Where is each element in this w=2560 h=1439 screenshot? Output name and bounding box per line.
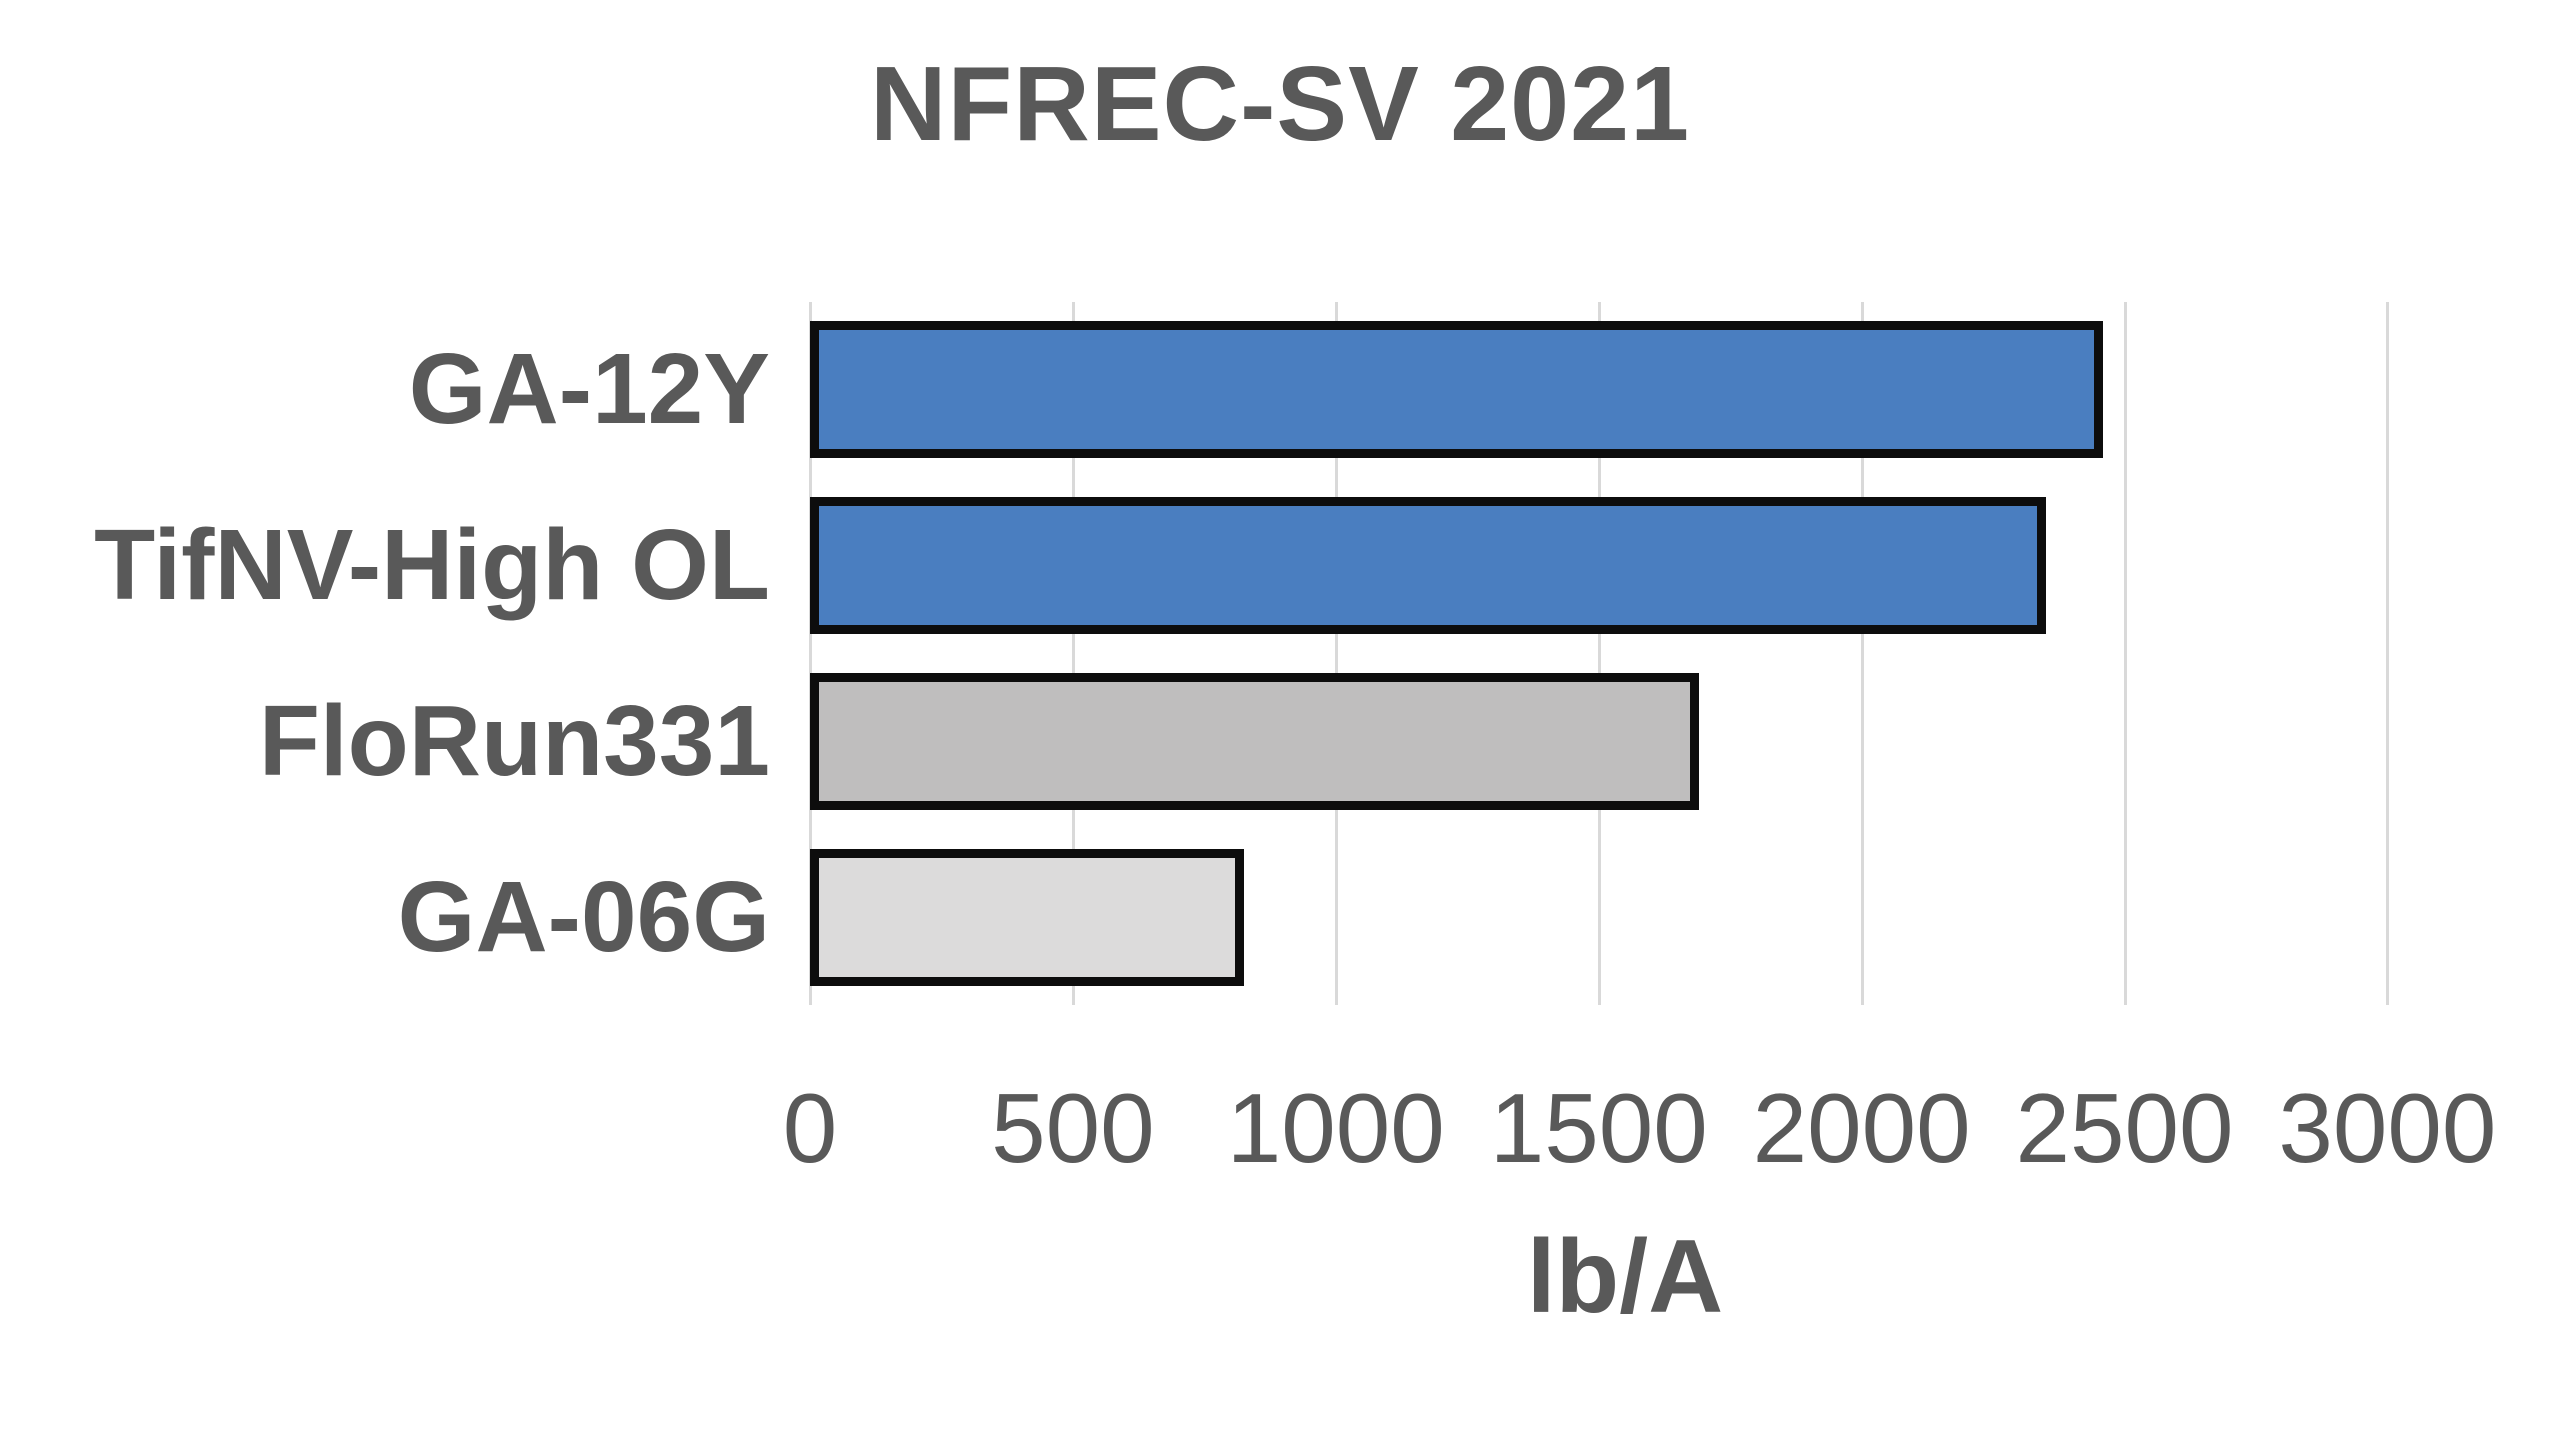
gridline-500 bbox=[1071, 302, 1075, 1005]
x-tick-2000: 2000 bbox=[1752, 1073, 1971, 1183]
bar-FloRun331 bbox=[810, 672, 1699, 810]
category-label-FloRun331: FloRun331 bbox=[258, 684, 770, 797]
category-label-GA-06G: GA-06G bbox=[397, 860, 770, 973]
x-tick-2500: 2500 bbox=[2015, 1073, 2234, 1183]
x-axis-ticks: 0 500 1000 1500 2000 2500 3000 bbox=[783, 1072, 2497, 1192]
bar-GA-12Y bbox=[810, 321, 2104, 459]
bar-row bbox=[810, 654, 2440, 830]
gridline-1500 bbox=[1597, 302, 1601, 1005]
gridline-1000 bbox=[1334, 302, 1338, 1005]
category-label-TifNV-High OL: TifNV-High OL bbox=[94, 509, 770, 622]
gridline-3000 bbox=[2386, 302, 2390, 1005]
gridline-2000 bbox=[1860, 302, 1864, 1005]
x-tick-1500: 1500 bbox=[1489, 1073, 1708, 1183]
x-tick-3000: 3000 bbox=[2278, 1073, 2497, 1183]
category-axis: GA-12Y TifNV-High OL FloRun331 GA-06G bbox=[20, 302, 770, 1005]
gridline-0 bbox=[809, 302, 812, 1005]
bar-row bbox=[810, 478, 2440, 654]
bar-TifNV-High OL bbox=[810, 497, 2046, 635]
x-tick-500: 500 bbox=[991, 1073, 1155, 1183]
bar-row bbox=[810, 829, 2440, 1005]
bar-rows bbox=[810, 302, 2440, 1005]
bar-GA-06G bbox=[810, 848, 1244, 986]
x-tick-1000: 1000 bbox=[1226, 1073, 1445, 1183]
bar-row bbox=[810, 302, 2440, 478]
category-label-GA-12Y: GA-12Y bbox=[408, 333, 770, 446]
chart-title: NFREC-SV 2021 bbox=[869, 45, 1691, 163]
gridline-2500 bbox=[2123, 302, 2127, 1005]
x-tick-0: 0 bbox=[782, 1073, 838, 1183]
plot-area bbox=[809, 302, 2440, 1005]
x-axis-label: lb/A bbox=[1526, 1219, 1724, 1335]
